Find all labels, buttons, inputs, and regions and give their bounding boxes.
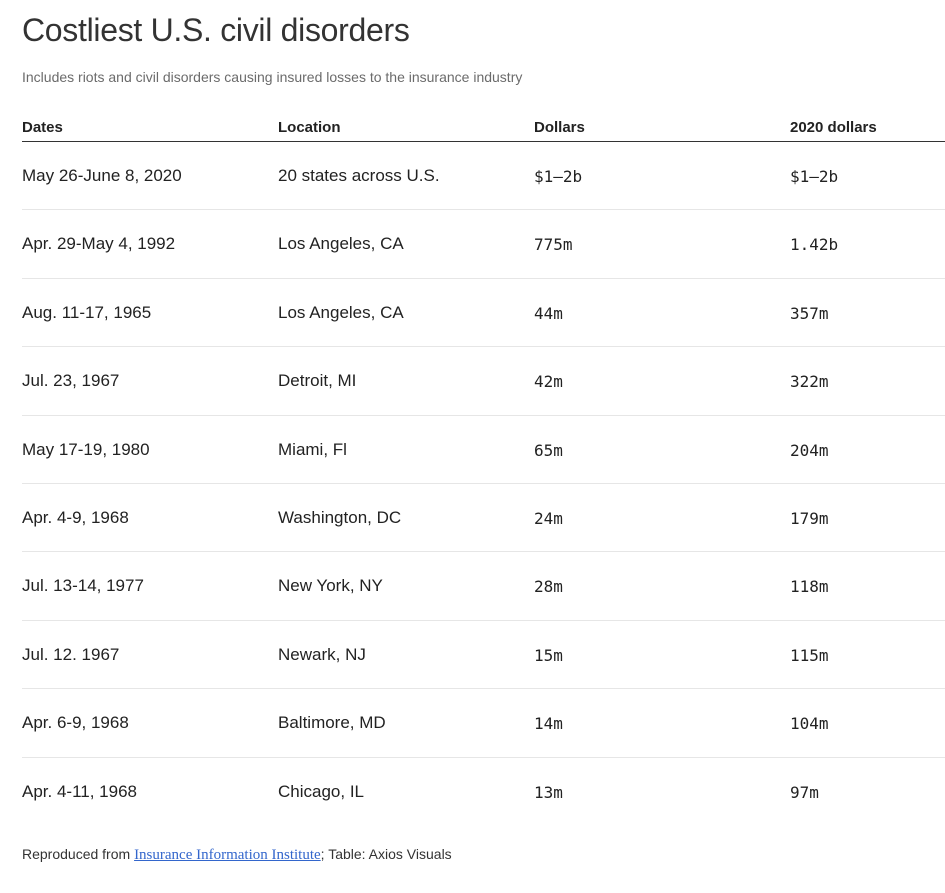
table-row: May 26-June 8, 2020 20 states across U.S.… — [22, 142, 945, 211]
cell-2020-dollars: 104m — [790, 714, 829, 734]
cell-2020-dollars: 115m — [790, 645, 829, 665]
cell-location: Los Angeles, CA — [278, 302, 404, 322]
cell-location: New York, NY — [278, 576, 383, 596]
cell-date: Apr. 29-May 4, 1992 — [22, 234, 176, 254]
cell-location: Chicago, IL — [278, 781, 364, 801]
cell-2020-dollars: 118m — [790, 577, 829, 597]
cell-location: Washington, DC — [278, 507, 402, 527]
cell-date: Apr. 4-9, 1968 — [22, 507, 129, 527]
cell-location: Detroit, MI — [278, 371, 357, 391]
cell-date: May 17-19, 1980 — [22, 439, 150, 459]
table-row: May 17-19, 1980 Miami, Fl 65m 204m — [22, 416, 945, 485]
table-row: Jul. 13-14, 1977 New York, NY 28m 118m — [22, 552, 945, 622]
cell-dollars: 24m — [534, 508, 563, 528]
cell-dollars: 13m — [534, 782, 563, 802]
cell-date: Jul. 13-14, 1977 — [22, 576, 144, 596]
cell-location: Los Angeles, CA — [278, 234, 404, 254]
cell-2020-dollars: 357m — [790, 303, 829, 323]
cell-2020-dollars: 322m — [790, 372, 829, 392]
cell-dollars: 28m — [534, 577, 563, 597]
cell-location: Baltimore, MD — [278, 713, 386, 733]
column-header-2020-dollars: 2020 dollars — [790, 119, 877, 136]
cell-dollars: $1–2b — [534, 167, 583, 186]
table-row: Apr. 6-9, 1968 Baltimore, MD 14m 104m — [22, 689, 945, 758]
table-row: Aug. 11-17, 1965 Los Angeles, CA 44m 357m — [22, 279, 945, 348]
table-row: Jul. 12. 1967 Newark, NJ 15m 115m — [22, 621, 945, 690]
source-footer: Reproduced from Insurance Information In… — [22, 846, 452, 864]
cell-location: Miami, Fl — [278, 439, 347, 459]
footer-suffix: ; Table: Axios Visuals — [320, 846, 452, 862]
table-header-row: Dates Location Dollars 2020 dollars — [22, 112, 945, 142]
cell-dollars: 42m — [534, 372, 563, 392]
cell-date: Jul. 23, 1967 — [22, 371, 120, 391]
cell-date: Jul. 12. 1967 — [22, 644, 120, 664]
page-title: Costliest U.S. civil disorders — [22, 12, 410, 48]
cell-dollars: 15m — [534, 645, 563, 665]
cell-date: Apr. 4-11, 1968 — [22, 781, 137, 801]
column-header-location: Location — [278, 119, 341, 136]
column-header-dollars: Dollars — [534, 119, 585, 136]
cell-dollars: 14m — [534, 714, 563, 734]
table-row: Jul. 23, 1967 Detroit, MI 42m 322m — [22, 347, 945, 416]
table-row: Apr. 4-9, 1968 Washington, DC 24m 179m — [22, 484, 945, 553]
cell-dollars: 775m — [534, 235, 573, 255]
cell-dollars: 44m — [534, 303, 563, 323]
cell-2020-dollars: $1–2b — [790, 167, 839, 186]
cell-2020-dollars: 1.42b — [790, 235, 839, 255]
footer-prefix: Reproduced from — [22, 846, 135, 862]
page-subtitle: Includes riots and civil disorders causi… — [22, 69, 523, 85]
data-table: Dates Location Dollars 2020 dollars May … — [22, 112, 945, 826]
cell-location: 20 states across U.S. — [278, 166, 440, 185]
table-body: May 26-June 8, 2020 20 states across U.S.… — [22, 142, 945, 826]
cell-date: Apr. 6-9, 1968 — [22, 713, 129, 733]
cell-2020-dollars: 204m — [790, 440, 829, 460]
column-header-dates: Dates — [22, 119, 63, 136]
table-row: Apr. 4-11, 1968 Chicago, IL 13m 97m — [22, 758, 945, 826]
source-link[interactable]: Insurance Information Institute — [134, 847, 321, 863]
cell-dollars: 65m — [534, 440, 563, 460]
cell-date: Aug. 11-17, 1965 — [22, 302, 152, 322]
table-row: Apr. 29-May 4, 1992 Los Angeles, CA 775m 1.… — [22, 210, 945, 280]
cell-date: May 26-June 8, 2020 — [22, 166, 182, 185]
cell-2020-dollars: 97m — [790, 782, 819, 802]
cell-location: Newark, NJ — [278, 644, 366, 664]
cell-2020-dollars: 179m — [790, 508, 829, 528]
